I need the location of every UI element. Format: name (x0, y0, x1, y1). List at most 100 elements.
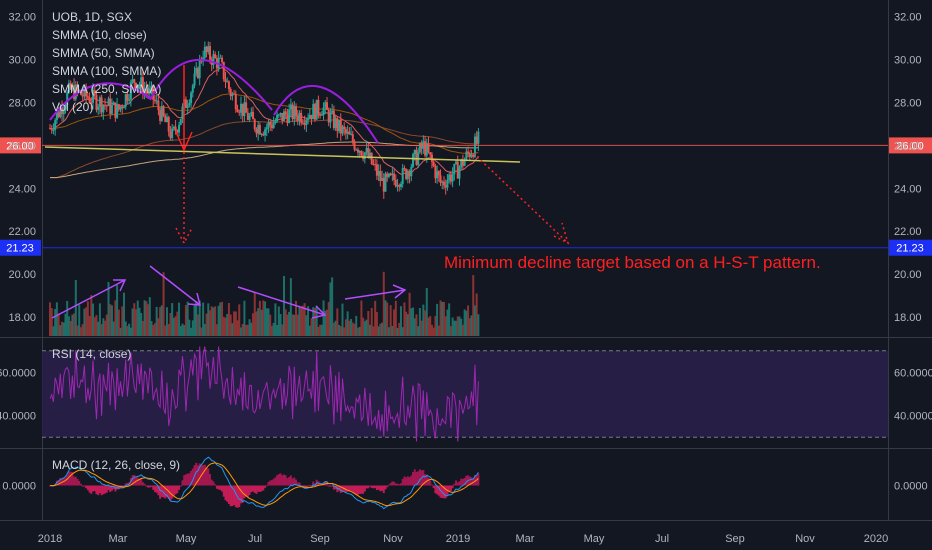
macd-histogram-bar (448, 485, 451, 493)
y-tick-right: 32.00 (894, 12, 922, 24)
candle-body (186, 105, 189, 109)
macd-histogram-bar (102, 485, 105, 495)
volume-bar (374, 300, 377, 336)
volume-bar (260, 309, 263, 336)
volume-trend-arrow (51, 279, 126, 319)
candle-body (477, 131, 480, 144)
volume-bar (363, 321, 366, 336)
macd-histogram-bar (250, 485, 253, 493)
volume-bar (152, 325, 155, 336)
candle-body (286, 114, 289, 123)
candle-body (325, 102, 328, 110)
macd-histogram-bar (305, 485, 308, 488)
candle-body (420, 143, 423, 149)
volume-bar (86, 301, 89, 336)
candle-body (391, 173, 394, 176)
macd-histogram-bar (272, 478, 275, 486)
legend-smma-50[interactable]: SMMA (50, SMMA) (52, 46, 155, 60)
decline-target-annotation: Minimum decline target based on a H-S-T … (444, 253, 821, 272)
candle-body (408, 171, 411, 177)
legend-smma-10[interactable]: SMMA (10, close) (52, 28, 147, 42)
macd-histogram-bar (264, 485, 267, 488)
pattern-drawings (44, 59, 570, 319)
candle-body (219, 57, 222, 59)
volume-bar (67, 316, 70, 336)
macd-histogram-bar (104, 485, 107, 494)
candle-body (114, 102, 117, 118)
candle-body (188, 103, 191, 106)
candle-body (148, 88, 151, 94)
macd-histogram-bar (92, 485, 95, 492)
volume-bar (119, 327, 122, 336)
volume-bar (289, 278, 292, 336)
macd-histogram-bar (415, 471, 418, 486)
candle-body (418, 143, 421, 153)
macd-histogram-bar (165, 485, 168, 498)
volume-bar (191, 320, 194, 336)
volume-bar (159, 307, 162, 336)
candle-body (338, 119, 341, 131)
volume-bar (126, 326, 129, 336)
macd-histogram-bar (451, 485, 454, 489)
rsi-tick-right: 40.0000 (894, 411, 932, 423)
volume-bar (341, 303, 344, 336)
macd-histogram-bar (210, 479, 213, 486)
macd-histogram-bar (138, 478, 141, 486)
candle-body (455, 161, 458, 164)
candle-body (221, 57, 224, 62)
candle-body (54, 120, 57, 130)
volume-bar (64, 313, 67, 336)
volume-bar (147, 304, 150, 336)
candle-body (90, 102, 93, 104)
candle-body (104, 104, 107, 106)
volume-bar (319, 324, 322, 336)
volume-bar (334, 320, 337, 336)
macd-title[interactable]: MACD (12, 26, close, 9) (52, 458, 181, 472)
symbol-title[interactable]: UOB, 1D, SGX (52, 10, 133, 24)
volume-bar (128, 323, 131, 336)
candle-body (360, 150, 363, 156)
legend-volume[interactable]: Vol (20) (52, 100, 94, 114)
macd-histogram-bar (387, 484, 390, 486)
volume-bar (188, 319, 191, 336)
x-tick-label: 2020 (864, 533, 888, 545)
volume-bar (210, 306, 213, 336)
candle-body (412, 154, 415, 167)
macd-histogram-bar (217, 485, 220, 490)
candle-body (224, 79, 227, 82)
legend-smma-100[interactable]: SMMA (100, SMMA) (52, 64, 162, 78)
left-shoulder-arc (49, 82, 151, 121)
volume-bar (348, 320, 351, 336)
macd-histogram-bar (429, 480, 432, 486)
macd-histogram-bar (358, 485, 361, 494)
candle-body (203, 46, 206, 58)
macd-histogram-bar (372, 485, 375, 489)
macd-histogram-bar (408, 477, 411, 486)
volume-bar (207, 303, 210, 336)
candle-body (377, 171, 380, 176)
candle-body (207, 46, 210, 53)
macd-histogram-bar (473, 475, 476, 486)
volume-bar (310, 318, 313, 336)
volume-bar (391, 325, 394, 336)
y-tick-left: 32.00 (8, 12, 36, 24)
volume-bar (369, 324, 372, 336)
volume-bar (429, 316, 432, 336)
legend-smma-250[interactable]: SMMA (250, SMMA) (52, 82, 162, 96)
volume-bar (224, 317, 227, 336)
candle-body (181, 106, 184, 120)
rsi-title[interactable]: RSI (14, close) (52, 347, 132, 361)
price-badge-right-text: 21.23 (896, 243, 924, 255)
volume-bar (133, 303, 136, 336)
volume-bar (209, 310, 212, 336)
macd-histogram-bar (300, 484, 303, 486)
candle-body (107, 98, 110, 107)
macd-histogram-bar (393, 481, 396, 486)
macd-histogram-bar (83, 485, 86, 487)
candle-body (413, 149, 416, 155)
volume-bar (267, 308, 270, 336)
volume-bar (455, 320, 458, 336)
volume-bar (372, 326, 375, 336)
y-tick-left: 24.00 (8, 183, 36, 195)
